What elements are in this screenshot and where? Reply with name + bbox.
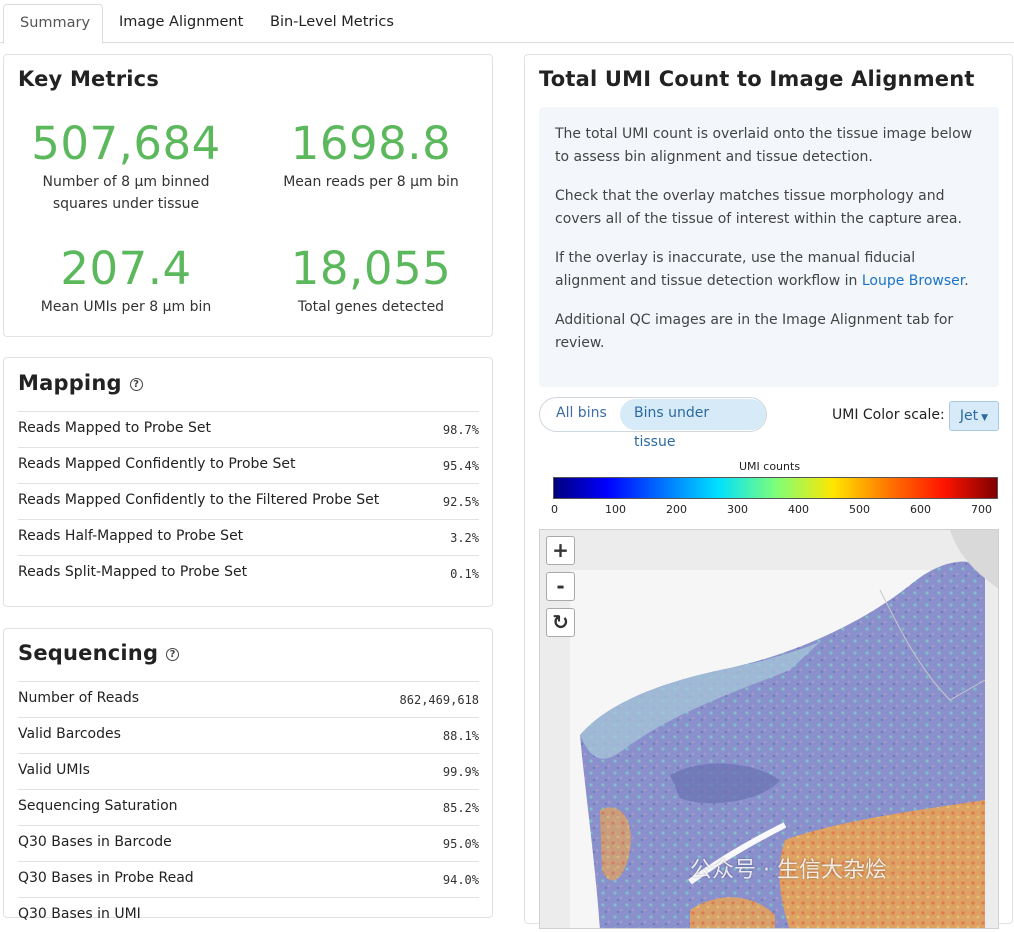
metric-mean-umis: 207.4 Mean UMIs per 8 µm bin bbox=[24, 244, 228, 318]
sequencing-card: Sequencing? Number of Reads 862,469,618 V… bbox=[3, 628, 493, 922]
metric-binned-squares: 507,684 Number of 8 µm binned squares un… bbox=[24, 119, 228, 215]
zoom-out-button[interactable]: - bbox=[546, 572, 575, 601]
watermark: 公众号 · 生信大杂烩 bbox=[690, 858, 887, 883]
mapping-title: Mapping? bbox=[18, 371, 143, 395]
row-label: Reads Mapped Confidently to the Filtered… bbox=[18, 492, 380, 508]
tab-bar: Summary Image Alignment Bin-Level Metric… bbox=[0, 0, 1014, 44]
table-row: Q30 Bases in Probe Read 94.0% bbox=[18, 861, 479, 897]
tissue-umi-map[interactable]: + - ↻ bbox=[539, 529, 999, 929]
row-label: Valid UMIs bbox=[18, 762, 90, 778]
color-scale-label: UMI Color scale: bbox=[832, 407, 945, 423]
metric-label: Mean UMIs per 8 µm bin bbox=[40, 299, 212, 315]
zoom-in-button[interactable]: + bbox=[546, 536, 575, 565]
metric-label: Total genes detected bbox=[297, 299, 445, 315]
tab-summary[interactable]: Summary bbox=[3, 4, 103, 44]
color-scale-dropdown[interactable]: Jet ▼ bbox=[949, 401, 999, 431]
row-label: Sequencing Saturation bbox=[18, 798, 178, 814]
umi-colorbar bbox=[553, 477, 998, 499]
row-value: 92.5% bbox=[442, 495, 479, 509]
row-label: Valid Barcodes bbox=[18, 726, 121, 742]
row-value: 862,469,618 bbox=[399, 693, 479, 707]
row-label: Reads Mapped Confidently to Probe Set bbox=[18, 456, 296, 472]
alignment-title: Total UMI Count to Image Alignment bbox=[539, 67, 975, 91]
key-metrics-title: Key Metrics bbox=[18, 67, 160, 91]
all-bins-button[interactable]: All bins bbox=[556, 405, 607, 421]
table-row: Reads Mapped Confidently to the Filtered… bbox=[18, 483, 479, 519]
metric-mean-reads: 1698.8 Mean reads per 8 µm bin bbox=[276, 119, 466, 193]
metric-total-genes: 18,055 Total genes detected bbox=[276, 244, 466, 318]
legend-tick: 0 bbox=[551, 503, 558, 516]
table-row: Sequencing Saturation 85.2% bbox=[18, 789, 479, 825]
legend-tick: 100 bbox=[605, 503, 626, 516]
row-value: 3.2% bbox=[450, 531, 479, 545]
info-paragraph: The total UMI count is overlaid onto the… bbox=[555, 126, 973, 165]
table-row: Reads Half-Mapped to Probe Set 3.2% bbox=[18, 519, 479, 555]
tab-image-alignment[interactable]: Image Alignment bbox=[119, 14, 244, 30]
table-row: Valid UMIs 99.9% bbox=[18, 753, 479, 789]
metric-value: 18,055 bbox=[290, 242, 452, 295]
info-text: If the overlay is inaccurate, use the ma… bbox=[555, 250, 916, 289]
info-paragraph: Check that the overlay matches tissue mo… bbox=[555, 188, 962, 227]
table-row: Number of Reads 862,469,618 bbox=[18, 681, 479, 717]
metric-value: 507,684 bbox=[31, 117, 221, 170]
info-paragraph: Additional QC images are in the Image Al… bbox=[555, 312, 954, 351]
row-value: 95.0% bbox=[442, 837, 479, 851]
reset-view-button[interactable]: ↻ bbox=[546, 608, 575, 637]
bins-toggle: All bins Bins under tissue bbox=[539, 397, 767, 450]
color-scale-value: Jet bbox=[959, 408, 979, 424]
row-label: Reads Half-Mapped to Probe Set bbox=[18, 528, 244, 544]
metric-value: 1698.8 bbox=[290, 117, 452, 170]
mapping-title-text: Mapping bbox=[18, 371, 122, 395]
tissue-image bbox=[540, 530, 998, 928]
row-label: Q30 Bases in Probe Read bbox=[18, 870, 194, 886]
metric-label: Number of 8 µm binned squares under tiss… bbox=[42, 174, 210, 212]
row-value: 95.4% bbox=[442, 459, 479, 473]
sequencing-title-text: Sequencing bbox=[18, 641, 159, 665]
help-icon[interactable]: ? bbox=[166, 647, 180, 661]
legend-title: UMI counts bbox=[739, 460, 801, 473]
mapping-rows: Reads Mapped to Probe Set 98.7% Reads Map… bbox=[18, 411, 479, 591]
row-value: 94.0% bbox=[442, 873, 479, 887]
sequencing-title: Sequencing? bbox=[18, 641, 180, 665]
table-row: Valid Barcodes 88.1% bbox=[18, 717, 479, 753]
legend-tick: 400 bbox=[788, 503, 809, 516]
alignment-info-box: The total UMI count is overlaid onto the… bbox=[539, 107, 999, 387]
caret-down-icon: ▼ bbox=[981, 413, 989, 423]
bins-under-tissue-button[interactable]: Bins under tissue bbox=[620, 399, 766, 450]
row-label: Q30 Bases in Barcode bbox=[18, 834, 172, 850]
mapping-card: Mapping? Reads Mapped to Probe Set 98.7% … bbox=[3, 357, 493, 607]
legend-tick: 500 bbox=[849, 503, 870, 516]
table-row: Q30 Bases in Barcode 95.0% bbox=[18, 825, 479, 861]
table-row: Q30 Bases in UMI bbox=[18, 897, 479, 933]
table-row: Reads Mapped to Probe Set 98.7% bbox=[18, 411, 479, 447]
table-row: Reads Split-Mapped to Probe Set 0.1% bbox=[18, 555, 479, 591]
row-label: Reads Mapped to Probe Set bbox=[18, 420, 211, 436]
loupe-browser-link[interactable]: Loupe Browser bbox=[861, 273, 965, 289]
legend-tick: 700 bbox=[971, 503, 992, 516]
table-row: Reads Mapped Confidently to Probe Set 95.… bbox=[18, 447, 479, 483]
help-icon[interactable]: ? bbox=[129, 377, 143, 391]
metric-value: 207.4 bbox=[60, 242, 192, 295]
row-value: 99.9% bbox=[442, 765, 479, 779]
legend-tick: 600 bbox=[910, 503, 931, 516]
row-label: Number of Reads bbox=[18, 690, 140, 706]
row-label: Reads Split-Mapped to Probe Set bbox=[18, 564, 248, 580]
row-value: 0.1% bbox=[450, 567, 479, 581]
tab-bin-level-metrics[interactable]: Bin-Level Metrics bbox=[270, 14, 394, 30]
info-paragraph: If the overlay is inaccurate, use the ma… bbox=[555, 247, 983, 293]
info-text: . bbox=[964, 273, 969, 289]
legend-tick: 200 bbox=[666, 503, 687, 516]
key-metrics-card: Key Metrics 507,684 Number of 8 µm binne… bbox=[3, 54, 493, 337]
row-label: Q30 Bases in UMI bbox=[18, 906, 141, 922]
image-alignment-card: Total UMI Count to Image Alignment The t… bbox=[524, 54, 1013, 929]
legend-tick: 300 bbox=[727, 503, 748, 516]
row-value: 98.7% bbox=[442, 423, 479, 437]
metric-label: Mean reads per 8 µm bin bbox=[283, 174, 459, 190]
sequencing-rows: Number of Reads 862,469,618 Valid Barcode… bbox=[18, 681, 479, 933]
row-value: 88.1% bbox=[442, 729, 479, 743]
row-value: 85.2% bbox=[442, 801, 479, 815]
